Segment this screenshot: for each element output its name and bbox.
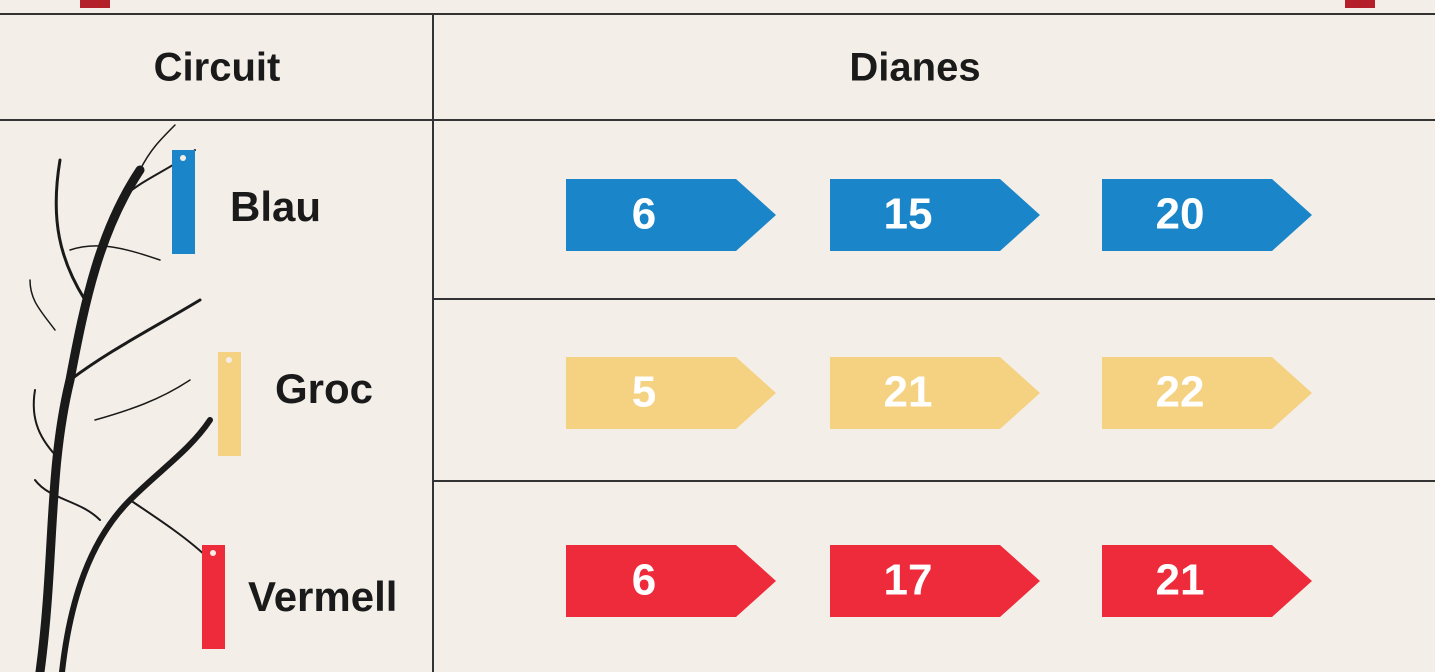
diana-number: 21 (884, 368, 933, 417)
diana-number: 15 (884, 190, 933, 239)
circuit-tag (218, 352, 241, 456)
diana-number: 20 (1156, 190, 1205, 239)
circuit-name: Groc (275, 365, 373, 412)
tag-hole (180, 155, 186, 161)
diana-number: 6 (632, 190, 656, 239)
page: Circuit Dianes Blau 6 15 20 Groc 5 21 22 Vermell… (0, 0, 1435, 672)
diana-number: 6 (632, 556, 656, 605)
tag-hole (210, 550, 216, 556)
top-decoration (80, 0, 110, 8)
header-cell: Dianes (849, 46, 980, 90)
arrow-label (1102, 179, 1312, 251)
table-graphic: Circuit Dianes Blau 6 15 20 Groc 5 21 22 Vermell… (0, 0, 1435, 672)
circuit-tag (172, 150, 195, 254)
arrow-label (1102, 357, 1312, 429)
diana-number: 5 (632, 368, 656, 417)
arrow-label (566, 179, 776, 251)
arrow-label (566, 545, 776, 617)
arrow-label (830, 357, 1040, 429)
arrow-label (1102, 545, 1312, 617)
header-cell: Circuit (154, 46, 281, 90)
arrow-label (566, 357, 776, 429)
arrow-label (830, 545, 1040, 617)
diana-number: 22 (1156, 368, 1205, 417)
diana-number: 21 (1156, 556, 1205, 605)
circuit-name: Vermell (248, 573, 397, 620)
arrow-label (830, 179, 1040, 251)
tag-hole (226, 357, 232, 363)
circuit-tag (202, 545, 225, 649)
diana-number: 17 (884, 556, 933, 605)
top-decoration (1345, 0, 1375, 8)
circuit-name: Blau (230, 183, 321, 230)
